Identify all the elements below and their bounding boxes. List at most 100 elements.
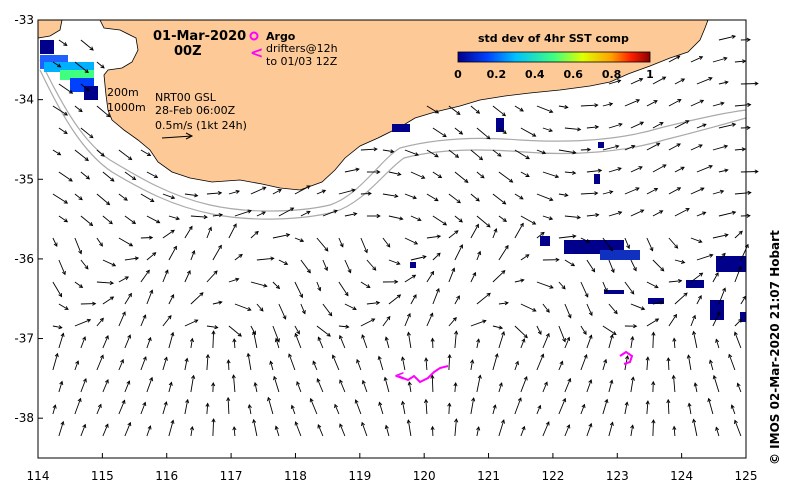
current-arrowhead [659, 300, 665, 305]
current-arrowhead [421, 175, 426, 179]
current-arrowhead [84, 157, 89, 162]
current-arrow [602, 237, 613, 251]
current-arrowhead [99, 317, 104, 322]
current-arrow [256, 257, 274, 261]
current-arrow [608, 422, 614, 437]
current-arrowhead [737, 265, 742, 271]
current-arrowhead [532, 307, 537, 312]
current-arrow [564, 259, 575, 267]
current-arrow [630, 166, 643, 173]
current-arrow [316, 281, 321, 291]
current-arrowhead [583, 354, 588, 359]
current-arrowhead [631, 145, 636, 149]
current-arrowhead [194, 319, 199, 324]
current-arrowhead [413, 240, 419, 245]
current-arrow [470, 105, 480, 114]
current-arrow [388, 294, 401, 305]
current-arrowhead [299, 238, 305, 243]
current-arrow [652, 301, 664, 305]
current-arrowhead [486, 292, 491, 297]
current-arrow [514, 325, 528, 338]
current-arrow [233, 426, 236, 437]
current-arrow [256, 211, 266, 217]
current-arrow [602, 281, 608, 292]
current-arrowhead [306, 210, 311, 215]
current-arrow [124, 380, 130, 393]
current-arrowhead [299, 293, 303, 299]
current-arrowhead [746, 37, 751, 42]
current-arrow [410, 256, 427, 261]
current-arrow [432, 288, 440, 305]
current-arrowhead [63, 42, 68, 46]
current-arrow [426, 271, 434, 283]
current-arrow [124, 293, 132, 305]
y-tick-label: -33 [14, 13, 34, 27]
current-arrow [476, 251, 481, 261]
current-arrowhead [585, 239, 591, 243]
current-arrow [580, 354, 588, 371]
current-arrowhead [294, 332, 299, 338]
current-arrowhead [738, 230, 743, 235]
current-arrowhead [656, 142, 661, 147]
current-arrowhead [390, 149, 395, 154]
current-arrow [712, 311, 721, 327]
current-arrowhead [246, 352, 251, 358]
current-arrowhead [384, 424, 389, 430]
current-arrow [740, 244, 749, 261]
current-arrow [118, 400, 126, 415]
current-arrow [586, 259, 595, 272]
current-arrow [470, 320, 486, 327]
current-arrowhead [128, 292, 132, 298]
current-arrowhead [480, 174, 485, 179]
current-arrowhead [214, 325, 219, 330]
current-arrow [212, 214, 223, 217]
current-arrowhead [731, 34, 737, 39]
current-arrow [580, 325, 587, 335]
x-tick-label: 125 [735, 469, 758, 483]
current-arrowhead [146, 152, 152, 156]
current-arrow [300, 303, 306, 314]
current-arrow [728, 354, 736, 371]
current-arrow [713, 375, 720, 393]
current-arrowhead [693, 382, 698, 387]
plot-border [37, 19, 747, 459]
current-arrow [498, 331, 505, 349]
y-tick-label: -36 [14, 252, 34, 266]
current-arrowhead [252, 330, 257, 336]
current-arrow [652, 332, 654, 349]
current-arrowhead [662, 164, 667, 169]
current-arrow [514, 361, 519, 371]
current-arrow [718, 288, 726, 305]
current-arrow [498, 302, 509, 305]
current-arrowhead [477, 250, 482, 256]
current-arrowhead [537, 330, 542, 335]
current-arrow [234, 303, 251, 311]
current-arrowhead [296, 330, 300, 335]
current-arrow [558, 235, 576, 239]
current-arrowhead [54, 352, 59, 358]
current-arrowhead [128, 242, 134, 247]
current-arrowhead [412, 294, 417, 299]
current-arrowhead [411, 274, 417, 279]
current-arrowhead [86, 318, 92, 323]
current-arrowhead [306, 269, 311, 274]
current-arrowhead [127, 334, 132, 339]
current-arrow [184, 399, 189, 415]
current-arrow [514, 223, 524, 239]
current-arrow [536, 354, 544, 371]
current-arrowhead [82, 423, 87, 429]
current-arrow [734, 192, 751, 195]
current-arrow [52, 193, 68, 204]
current-arrow [410, 294, 417, 305]
current-arrowhead [677, 99, 682, 103]
current-arrow [536, 193, 553, 201]
current-arrowhead [584, 293, 589, 298]
current-arrow [448, 230, 459, 239]
current-arrow [102, 171, 115, 182]
current-arrowhead [77, 397, 82, 403]
land-mass [99, 19, 709, 191]
current-arrowhead [708, 77, 713, 81]
current-arrow [228, 278, 239, 283]
current-arrow [382, 316, 391, 327]
current-arrow [470, 398, 475, 415]
